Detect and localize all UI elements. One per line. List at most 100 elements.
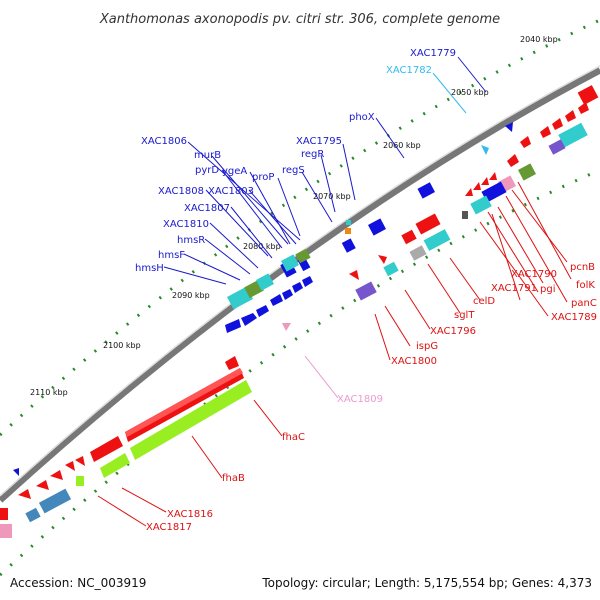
gene-block[interactable] xyxy=(90,436,123,462)
reverse-outer-features xyxy=(225,85,599,370)
gene-arrow[interactable] xyxy=(465,188,473,196)
gene-label[interactable]: XAC1807 xyxy=(184,203,230,214)
gene-block[interactable] xyxy=(100,453,130,478)
gene-block[interactable] xyxy=(345,228,351,234)
gene-label[interactable]: folK xyxy=(576,280,595,291)
gene-block[interactable] xyxy=(368,218,386,236)
gene-label[interactable]: fhaB xyxy=(222,473,245,484)
gene-label[interactable]: ispG xyxy=(416,341,438,352)
gene-label[interactable]: hmsH xyxy=(135,263,164,274)
gene-label[interactable]: ygeA xyxy=(222,166,247,177)
gene-block[interactable] xyxy=(481,181,507,203)
gene-label[interactable]: panC xyxy=(571,298,597,309)
gene-arrow[interactable] xyxy=(18,489,31,499)
gene-arrow[interactable] xyxy=(481,145,489,155)
gene-arrow[interactable] xyxy=(378,255,387,264)
gene-label[interactable]: proP xyxy=(252,172,274,183)
gene-label[interactable]: regS xyxy=(282,165,305,176)
gene-label[interactable]: phoX xyxy=(349,112,375,123)
gene-label[interactable]: murB xyxy=(194,150,221,161)
gene-block[interactable] xyxy=(423,229,451,251)
gene-block[interactable] xyxy=(346,220,351,225)
gene-label[interactable]: XAC1790 xyxy=(511,269,557,280)
gene-arrow[interactable] xyxy=(225,319,241,333)
gene-block[interactable] xyxy=(409,245,427,261)
gene-arrow[interactable] xyxy=(565,110,576,122)
gene-label[interactable]: XAC1779 xyxy=(410,48,456,59)
gene-block[interactable] xyxy=(295,248,311,264)
gene-block[interactable] xyxy=(470,195,492,215)
gene-block[interactable] xyxy=(548,139,566,155)
gene-block[interactable] xyxy=(25,507,41,523)
gene-block[interactable] xyxy=(417,182,435,199)
fhaB-gene[interactable] xyxy=(130,380,252,460)
gene-arrow[interactable] xyxy=(578,102,589,114)
gene-block[interactable] xyxy=(76,476,84,486)
gene-arrow[interactable] xyxy=(489,172,497,180)
gene-label[interactable]: XAC1809 xyxy=(337,394,383,405)
gene-block[interactable] xyxy=(401,229,417,245)
gene-arrow[interactable] xyxy=(505,122,513,132)
gene-arrow[interactable] xyxy=(481,177,489,185)
gene-block[interactable] xyxy=(355,281,377,301)
forward-strand-features xyxy=(13,122,513,476)
gene-arrow[interactable] xyxy=(36,480,49,490)
gene-arrow[interactable] xyxy=(270,294,283,306)
gene-arrow[interactable] xyxy=(13,468,19,476)
gene-block[interactable] xyxy=(462,211,468,219)
gene-label[interactable]: XAC1803 xyxy=(208,186,254,197)
gene-block[interactable] xyxy=(415,213,441,235)
gene-arrow[interactable] xyxy=(520,136,531,148)
gene-label[interactable]: XAC1808 xyxy=(158,186,204,197)
gene-label[interactable]: sglT xyxy=(454,310,475,321)
gene-arrow[interactable] xyxy=(50,470,63,480)
gene-arrow[interactable] xyxy=(302,276,313,287)
gene-label[interactable]: XAC1817 xyxy=(146,522,192,533)
gene-block[interactable] xyxy=(281,254,299,272)
gene-label[interactable]: XAC1810 xyxy=(163,219,209,230)
gene-arrow[interactable] xyxy=(282,323,291,331)
gene-block[interactable] xyxy=(0,508,8,520)
kbp-label: 2050 kbp xyxy=(451,88,489,97)
gene-arrow[interactable] xyxy=(241,313,257,326)
gene-label[interactable]: celD xyxy=(473,296,495,307)
gene-arrow[interactable] xyxy=(540,126,551,138)
gene-label[interactable]: pyrD xyxy=(195,165,219,176)
kbp-label: 2070 kbp xyxy=(313,192,351,201)
gene-block[interactable] xyxy=(341,238,356,253)
gene-arrow[interactable] xyxy=(282,289,293,300)
gene-block[interactable] xyxy=(383,261,399,277)
gene-label[interactable]: XAC1789 xyxy=(551,312,597,323)
gene-label[interactable]: XAC1782 xyxy=(386,65,432,76)
gene-arrow[interactable] xyxy=(225,356,239,370)
gene-block[interactable] xyxy=(227,286,253,310)
gene-block[interactable] xyxy=(256,273,274,291)
gene-arrow[interactable] xyxy=(349,270,359,280)
gene-arrow[interactable] xyxy=(552,118,563,130)
gene-arrow[interactable] xyxy=(292,282,303,293)
gene-arrow[interactable] xyxy=(65,461,75,471)
gene-label[interactable]: XAC1816 xyxy=(167,509,213,520)
kbp-label: 2110 kbp xyxy=(30,388,68,397)
gene-arrow[interactable] xyxy=(507,154,519,167)
gene-label[interactable]: pcnB xyxy=(570,262,595,273)
gene-label[interactable]: XAC1795 xyxy=(296,136,342,147)
gene-block[interactable] xyxy=(38,488,72,514)
gene-label[interactable]: pgi xyxy=(540,284,555,295)
gene-block[interactable] xyxy=(577,85,599,105)
gene-label[interactable]: XAC1796 xyxy=(430,326,476,337)
gene-block[interactable] xyxy=(518,163,536,181)
gene-label[interactable]: XAC1791 xyxy=(491,283,537,294)
gene-label[interactable]: fhaC xyxy=(282,432,305,443)
gene-label[interactable]: hmsR xyxy=(177,235,205,246)
gene-block[interactable] xyxy=(558,122,588,148)
gene-arrow[interactable] xyxy=(473,182,481,190)
accession-label: Accession: NC_003919 xyxy=(10,576,147,590)
gene-label[interactable]: XAC1806 xyxy=(141,136,187,147)
gene-label[interactable]: regR xyxy=(301,149,324,160)
gene-label[interactable]: XAC1800 xyxy=(391,356,437,367)
gene-arrow[interactable] xyxy=(256,305,269,317)
gene-block[interactable] xyxy=(0,524,12,538)
gene-label[interactable]: hmsF xyxy=(158,250,185,261)
gene-arrow[interactable] xyxy=(75,456,85,466)
